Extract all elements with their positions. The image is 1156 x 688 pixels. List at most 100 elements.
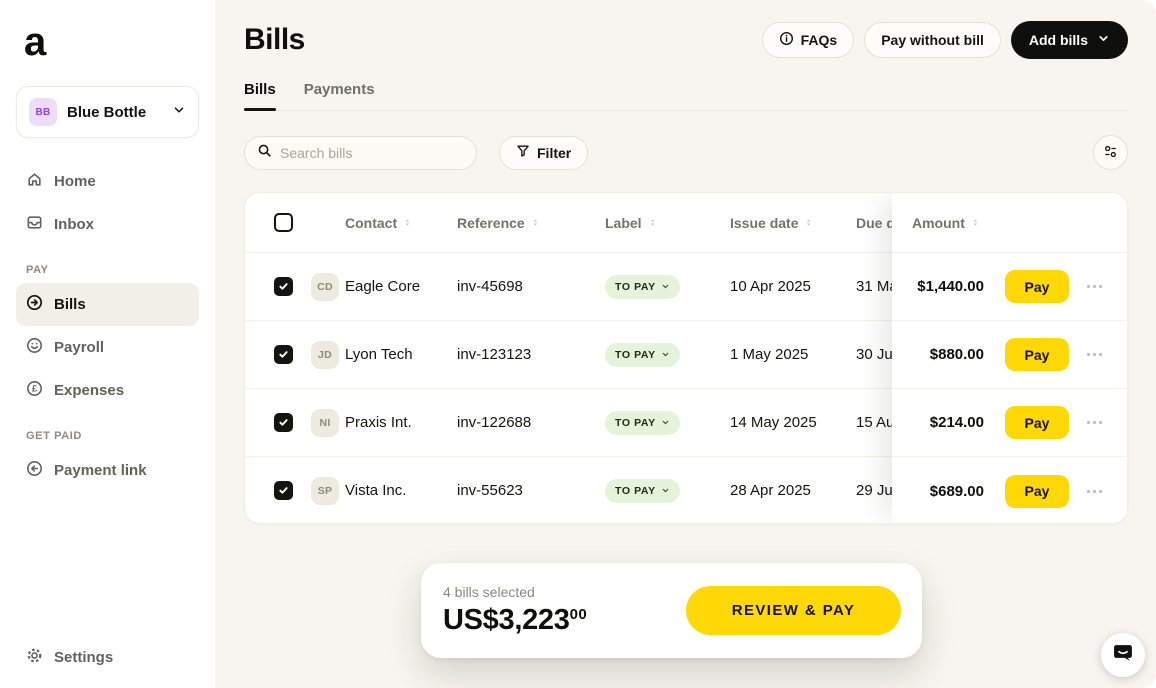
review-and-pay-button[interactable]: REVIEW & PAY [686,586,901,635]
label-cell: TO PAY [605,342,730,367]
amount-value: $689.00 [929,482,984,500]
contact-name: Praxis Int. [345,414,412,431]
chat-bubble-icon [1112,642,1134,669]
org-selector[interactable]: BB Blue Bottle [16,86,199,138]
column-header-amount[interactable]: Amount [892,193,1127,253]
amount-row: $880.00 Pay [892,321,1127,389]
sidebar-nav: Home Inbox PAY Bills Payroll [16,160,199,492]
tab-bar: Bills Payments [244,81,1128,111]
filter-label: Filter [537,144,572,161]
gear-icon [26,647,43,668]
more-actions-icon[interactable] [1087,285,1102,288]
select-all-checkbox[interactable] [274,213,293,232]
sidebar-item-bills[interactable]: Bills [16,283,199,326]
status-label: TO PAY [615,280,656,293]
column-header-contact[interactable]: Contact [345,215,457,231]
reference: inv-45698 [457,278,523,295]
column-label: Reference [457,214,525,231]
avatar-initials: JD [317,348,333,361]
sidebar-item-settings[interactable]: Settings [26,647,113,668]
reference: inv-123123 [457,346,532,363]
sidebar-item-home[interactable]: Home [16,160,199,203]
pay-button[interactable]: Pay [1005,270,1069,303]
column-header-label[interactable]: Label [605,215,730,231]
faqs-label: FAQs [800,32,838,48]
contact-name: Eagle Core [345,278,421,295]
pay-button[interactable]: Pay [1005,474,1069,508]
row-checkbox[interactable] [274,413,293,432]
search-box[interactable] [244,135,477,170]
status-badge[interactable]: TO PAY [605,274,680,299]
reference: inv-122688 [457,414,532,431]
column-label: Contact [345,214,398,231]
chevron-down-icon [662,488,669,493]
status-label: TO PAY [615,416,656,429]
table-header-row: Contact Reference Label Issue date Due d… [245,193,1127,253]
pound-circle-icon: £ [26,380,43,401]
reference: inv-55623 [457,482,523,499]
filter-icon [516,144,530,161]
row-checkbox[interactable] [274,481,293,500]
view-options-button[interactable] [1093,135,1128,170]
sidebar-item-label: Home [54,173,96,190]
row-checkbox[interactable] [274,277,293,296]
pay-button[interactable]: Pay [1005,406,1069,439]
status-badge[interactable]: TO PAY [605,478,680,503]
column-header-issue-date[interactable]: Issue date [730,215,856,231]
selection-summary: 4 bills selected US$3,22300 [443,584,587,637]
smiley-icon [26,337,43,358]
sort-icon [973,219,978,226]
status-label: TO PAY [615,484,656,497]
chevron-down-icon [662,420,669,425]
issue-date: 28 Apr 2025 [730,482,811,499]
tab-bills[interactable]: Bills [244,81,276,111]
status-label: TO PAY [615,348,656,361]
main-content: Bills FAQs Pay without bill Add bills [215,0,1156,688]
pay-button[interactable]: Pay [1005,338,1069,371]
amount-row: $1,440.00 Pay [892,253,1127,321]
section-label-get-paid: GET PAID [26,430,82,442]
amount-row: $689.00 Pay [892,457,1127,523]
section-label-pay: PAY [26,264,49,276]
sidebar-item-label: Payroll [54,339,105,356]
sidebar-item-label: Payment link [54,462,147,479]
amount-value: $1,440.00 [917,278,984,295]
check-icon [279,351,288,358]
check-icon [279,283,288,290]
sidebar-item-payroll[interactable]: Payroll [16,326,199,369]
more-actions-icon[interactable] [1087,353,1102,356]
status-badge[interactable]: TO PAY [605,342,680,367]
issue-date: 10 Apr 2025 [730,278,811,295]
label-cell: TO PAY [605,410,730,435]
search-input[interactable] [280,144,464,161]
tab-payments[interactable]: Payments [303,81,375,98]
more-actions-icon[interactable] [1087,421,1102,424]
sidebar-item-label: Inbox [54,216,94,233]
column-header-reference[interactable]: Reference [457,215,605,231]
contact-name: Vista Inc. [345,482,407,499]
row-checkbox[interactable] [274,345,293,364]
arrow-left-circle-icon [26,460,43,481]
filter-button[interactable]: Filter [499,135,589,170]
contact-avatar: NI [311,408,339,437]
amount-value: $880.00 [929,346,984,363]
pay-without-bill-button[interactable]: Pay without bill [864,22,1001,58]
svg-text:£: £ [32,384,37,394]
add-bills-button[interactable]: Add bills [1010,21,1128,59]
sliders-icon [1103,144,1118,162]
org-avatar: BB [29,98,57,126]
label-cell: TO PAY [605,478,730,503]
avatar-initials: CD [317,280,333,293]
sidebar-item-payment-link[interactable]: Payment link [16,449,199,492]
page-title: Bills [244,23,305,56]
chat-launcher-button[interactable] [1101,633,1145,677]
selection-total: US$3,22300 [443,604,587,637]
faqs-button[interactable]: FAQs [761,22,855,58]
avatar-initials: SP [317,484,333,497]
status-badge[interactable]: TO PAY [605,410,680,435]
more-actions-icon[interactable] [1087,489,1102,493]
sidebar-item-expenses[interactable]: £ Expenses [16,369,199,412]
sidebar-item-inbox[interactable]: Inbox [16,203,199,246]
sort-icon [405,219,410,226]
amount-panel: Amount $1,440.00 Pay $880.00 Pay $214.00… [892,193,1127,523]
